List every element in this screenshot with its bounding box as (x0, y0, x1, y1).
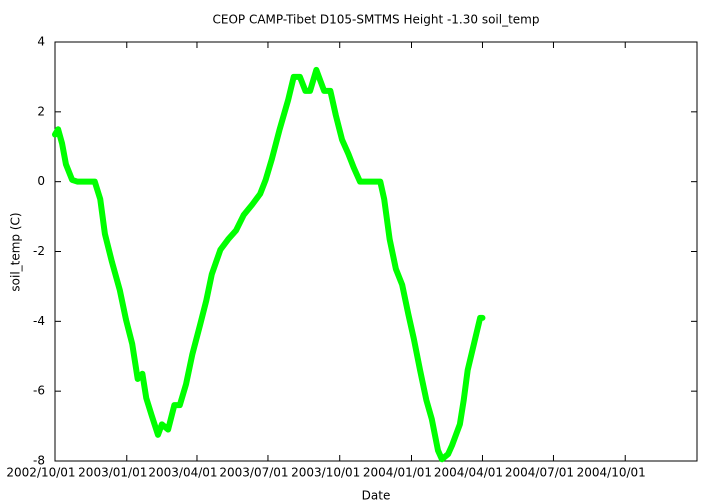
x-tick-label: 2004/04/01 (434, 466, 503, 480)
x-tick-label: 2004/07/01 (505, 466, 574, 480)
x-tick-label: 2003/07/01 (219, 466, 288, 480)
y-tick-label: -6 (33, 384, 45, 398)
plot-frame (54, 41, 698, 462)
data-line (52, 66, 486, 463)
x-tick-label: 2003/04/01 (148, 466, 217, 480)
x-tick-label: 2003/01/01 (78, 466, 147, 480)
y-axis-label: soil_temp (C) (9, 212, 23, 291)
chart-title: CEOP CAMP-Tibet D105-SMTMS Height -1.30 … (213, 13, 540, 27)
y-tick-label: 0 (37, 174, 45, 188)
x-tick-label: 2004/10/01 (577, 466, 646, 480)
x-tick-label: 2002/10/01 (6, 466, 75, 480)
y-tick-label: -4 (33, 314, 45, 328)
y-tick-label: -8 (33, 454, 45, 468)
x-tick-label: 2004/01/01 (363, 466, 432, 480)
y-tick-label: -2 (33, 244, 45, 258)
x-tick-label: 2003/10/01 (291, 466, 360, 480)
y-tick-label: 4 (37, 35, 45, 49)
y-tick-label: 2 (37, 104, 45, 118)
x-axis-label: Date (362, 489, 391, 503)
